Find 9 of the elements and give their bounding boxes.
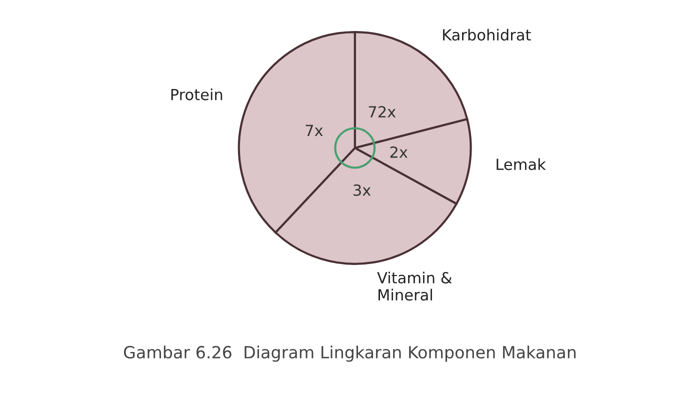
slice-label: Vitamin & Mineral (377, 272, 452, 301)
slice-label: Karbohidrat (443, 28, 531, 41)
slice-label: Lemak (496, 158, 546, 170)
text: 7x (306, 124, 323, 136)
text: 2x (390, 146, 408, 158)
text: 72x (368, 106, 396, 118)
slice-label: Protein (171, 88, 222, 100)
text: Gambar 6.26 Diagram Lingkaran Komponen Makanan (124, 346, 576, 362)
text: 3x (354, 184, 371, 196)
